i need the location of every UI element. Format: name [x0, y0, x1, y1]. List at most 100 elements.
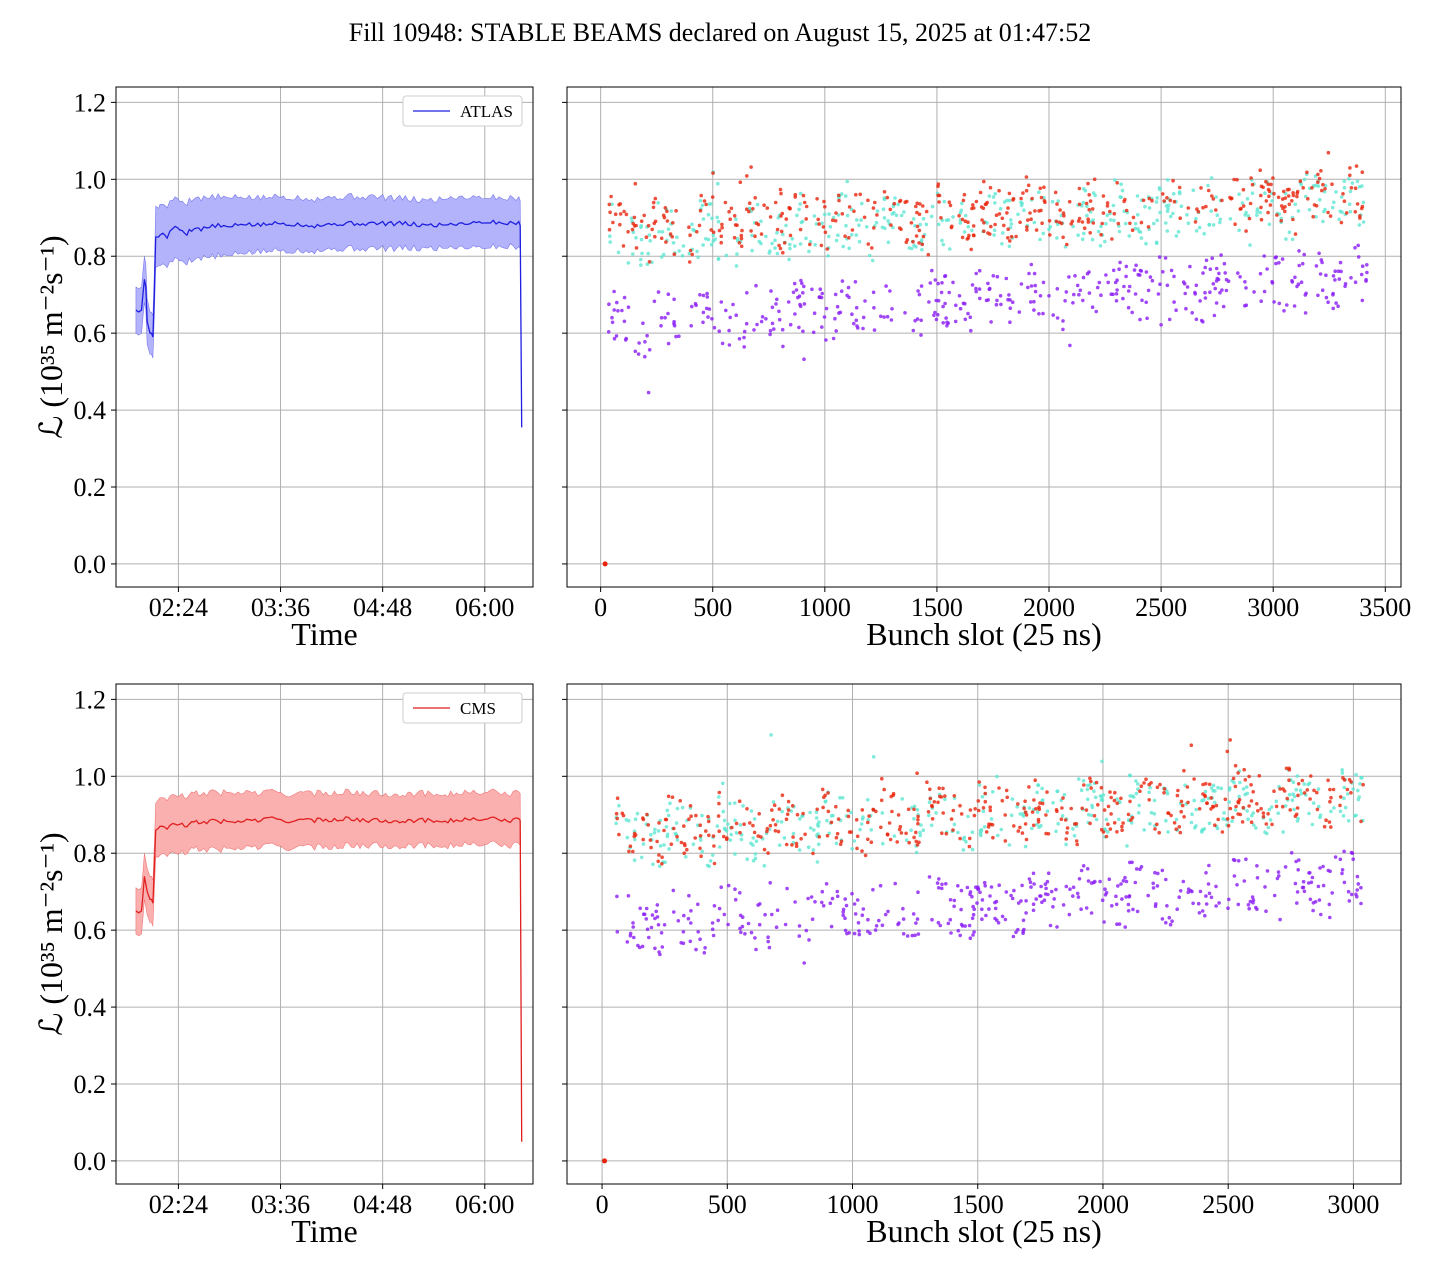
bunch-point	[1206, 188, 1211, 193]
bunch-point	[737, 241, 742, 245]
bunch-point	[916, 932, 921, 936]
bunch-point	[1037, 805, 1041, 809]
bunch-point	[1220, 830, 1225, 834]
bunch-point	[757, 812, 761, 816]
bunch-point	[690, 304, 694, 309]
bunch-point	[1131, 215, 1136, 220]
bunch-point	[705, 295, 710, 299]
bunch-point	[633, 817, 638, 821]
bunch-point	[1347, 777, 1352, 782]
bunch-point	[820, 325, 824, 329]
bunch-point	[1119, 796, 1123, 801]
bunch-point	[1316, 172, 1320, 177]
bunch-point	[1307, 811, 1311, 816]
bunch-point	[1290, 199, 1294, 203]
bunch-point	[889, 794, 893, 799]
bunch-point	[787, 257, 791, 262]
bunch-point	[700, 813, 704, 818]
bunch-point	[706, 814, 710, 819]
bunch-point	[879, 314, 883, 319]
bunch-point	[1087, 270, 1091, 274]
bunch-point	[1296, 209, 1301, 213]
bunch-point	[1339, 220, 1344, 225]
bunch-point	[1219, 253, 1223, 257]
bunch-point	[1243, 280, 1247, 284]
luminosity-line-cms	[135, 816, 523, 1142]
bunch-point	[1134, 867, 1139, 871]
bunch-point	[1350, 851, 1355, 856]
bunch-point	[742, 345, 746, 349]
bunch-point	[1207, 782, 1212, 787]
bunch-point	[778, 187, 783, 192]
bunch-point	[770, 321, 775, 326]
bunch-point	[968, 315, 973, 320]
bunch-point	[1106, 822, 1110, 827]
bunch-point	[614, 821, 618, 826]
bunch-point	[1148, 785, 1152, 790]
bunch-point	[722, 834, 726, 839]
bunch-point	[1037, 190, 1041, 194]
bunch-point	[742, 329, 747, 334]
bunch-point	[628, 934, 633, 938]
bunch-point	[689, 921, 693, 925]
bunch-point	[1148, 275, 1153, 279]
bunch-point	[1336, 304, 1340, 309]
bunch-point	[1204, 258, 1209, 263]
bunch-point	[712, 325, 717, 330]
bunch-point	[1327, 820, 1332, 824]
bunch-point	[840, 796, 845, 800]
bunch-point	[1038, 294, 1043, 298]
bunch-point	[1205, 801, 1209, 806]
bunch-point	[655, 839, 659, 844]
bunch-point	[728, 217, 732, 221]
bunch-point	[899, 831, 904, 835]
bunch-point	[1009, 893, 1013, 898]
bunch-point	[646, 251, 650, 256]
bunch-point	[936, 886, 941, 890]
bunch-point	[1251, 898, 1256, 902]
bunch-point	[991, 274, 996, 278]
bunch-point	[984, 202, 988, 206]
bunch-point	[1003, 813, 1007, 817]
bunch-point	[1287, 230, 1292, 235]
bunch-point	[803, 832, 807, 837]
bunch-point	[1261, 814, 1266, 819]
bunch-point	[674, 209, 678, 213]
bunch-point	[1136, 212, 1140, 217]
bunch-point	[1238, 275, 1242, 279]
bunch-point	[1259, 806, 1263, 811]
bunch-point	[768, 215, 773, 219]
bunch-point	[988, 232, 992, 236]
bunch-point	[962, 230, 967, 234]
bunch-point	[688, 939, 693, 944]
bunch-point	[1172, 821, 1177, 825]
bunch-point	[668, 801, 672, 806]
bunch-point	[1171, 211, 1175, 216]
bunch-point	[853, 912, 858, 916]
bunch-point	[1052, 897, 1056, 901]
bunch-point	[666, 227, 671, 231]
bunch-point	[957, 294, 962, 298]
bunch-point	[618, 212, 623, 216]
bunch-point	[1214, 266, 1219, 271]
bunch-point	[847, 205, 852, 209]
bunch-point	[1031, 823, 1036, 828]
bunch-point	[1062, 214, 1066, 218]
bunch-point	[727, 328, 731, 333]
bunch-point	[1181, 879, 1186, 884]
bunch-point	[609, 194, 613, 199]
bunch-point	[833, 219, 838, 223]
bunch-point	[779, 191, 783, 196]
bunch-point	[699, 193, 703, 198]
bunch-point	[831, 215, 836, 220]
bunch-point	[752, 830, 757, 835]
bunch-point	[976, 808, 981, 813]
bunch-point	[1071, 885, 1076, 890]
bunch-point	[1049, 889, 1054, 894]
bunch-point	[1166, 206, 1170, 211]
bunch-point	[669, 842, 674, 846]
bunch-point	[1153, 870, 1157, 875]
bunch-point	[1159, 323, 1163, 327]
bunch-point	[1005, 211, 1009, 215]
bunch-point	[866, 198, 870, 203]
